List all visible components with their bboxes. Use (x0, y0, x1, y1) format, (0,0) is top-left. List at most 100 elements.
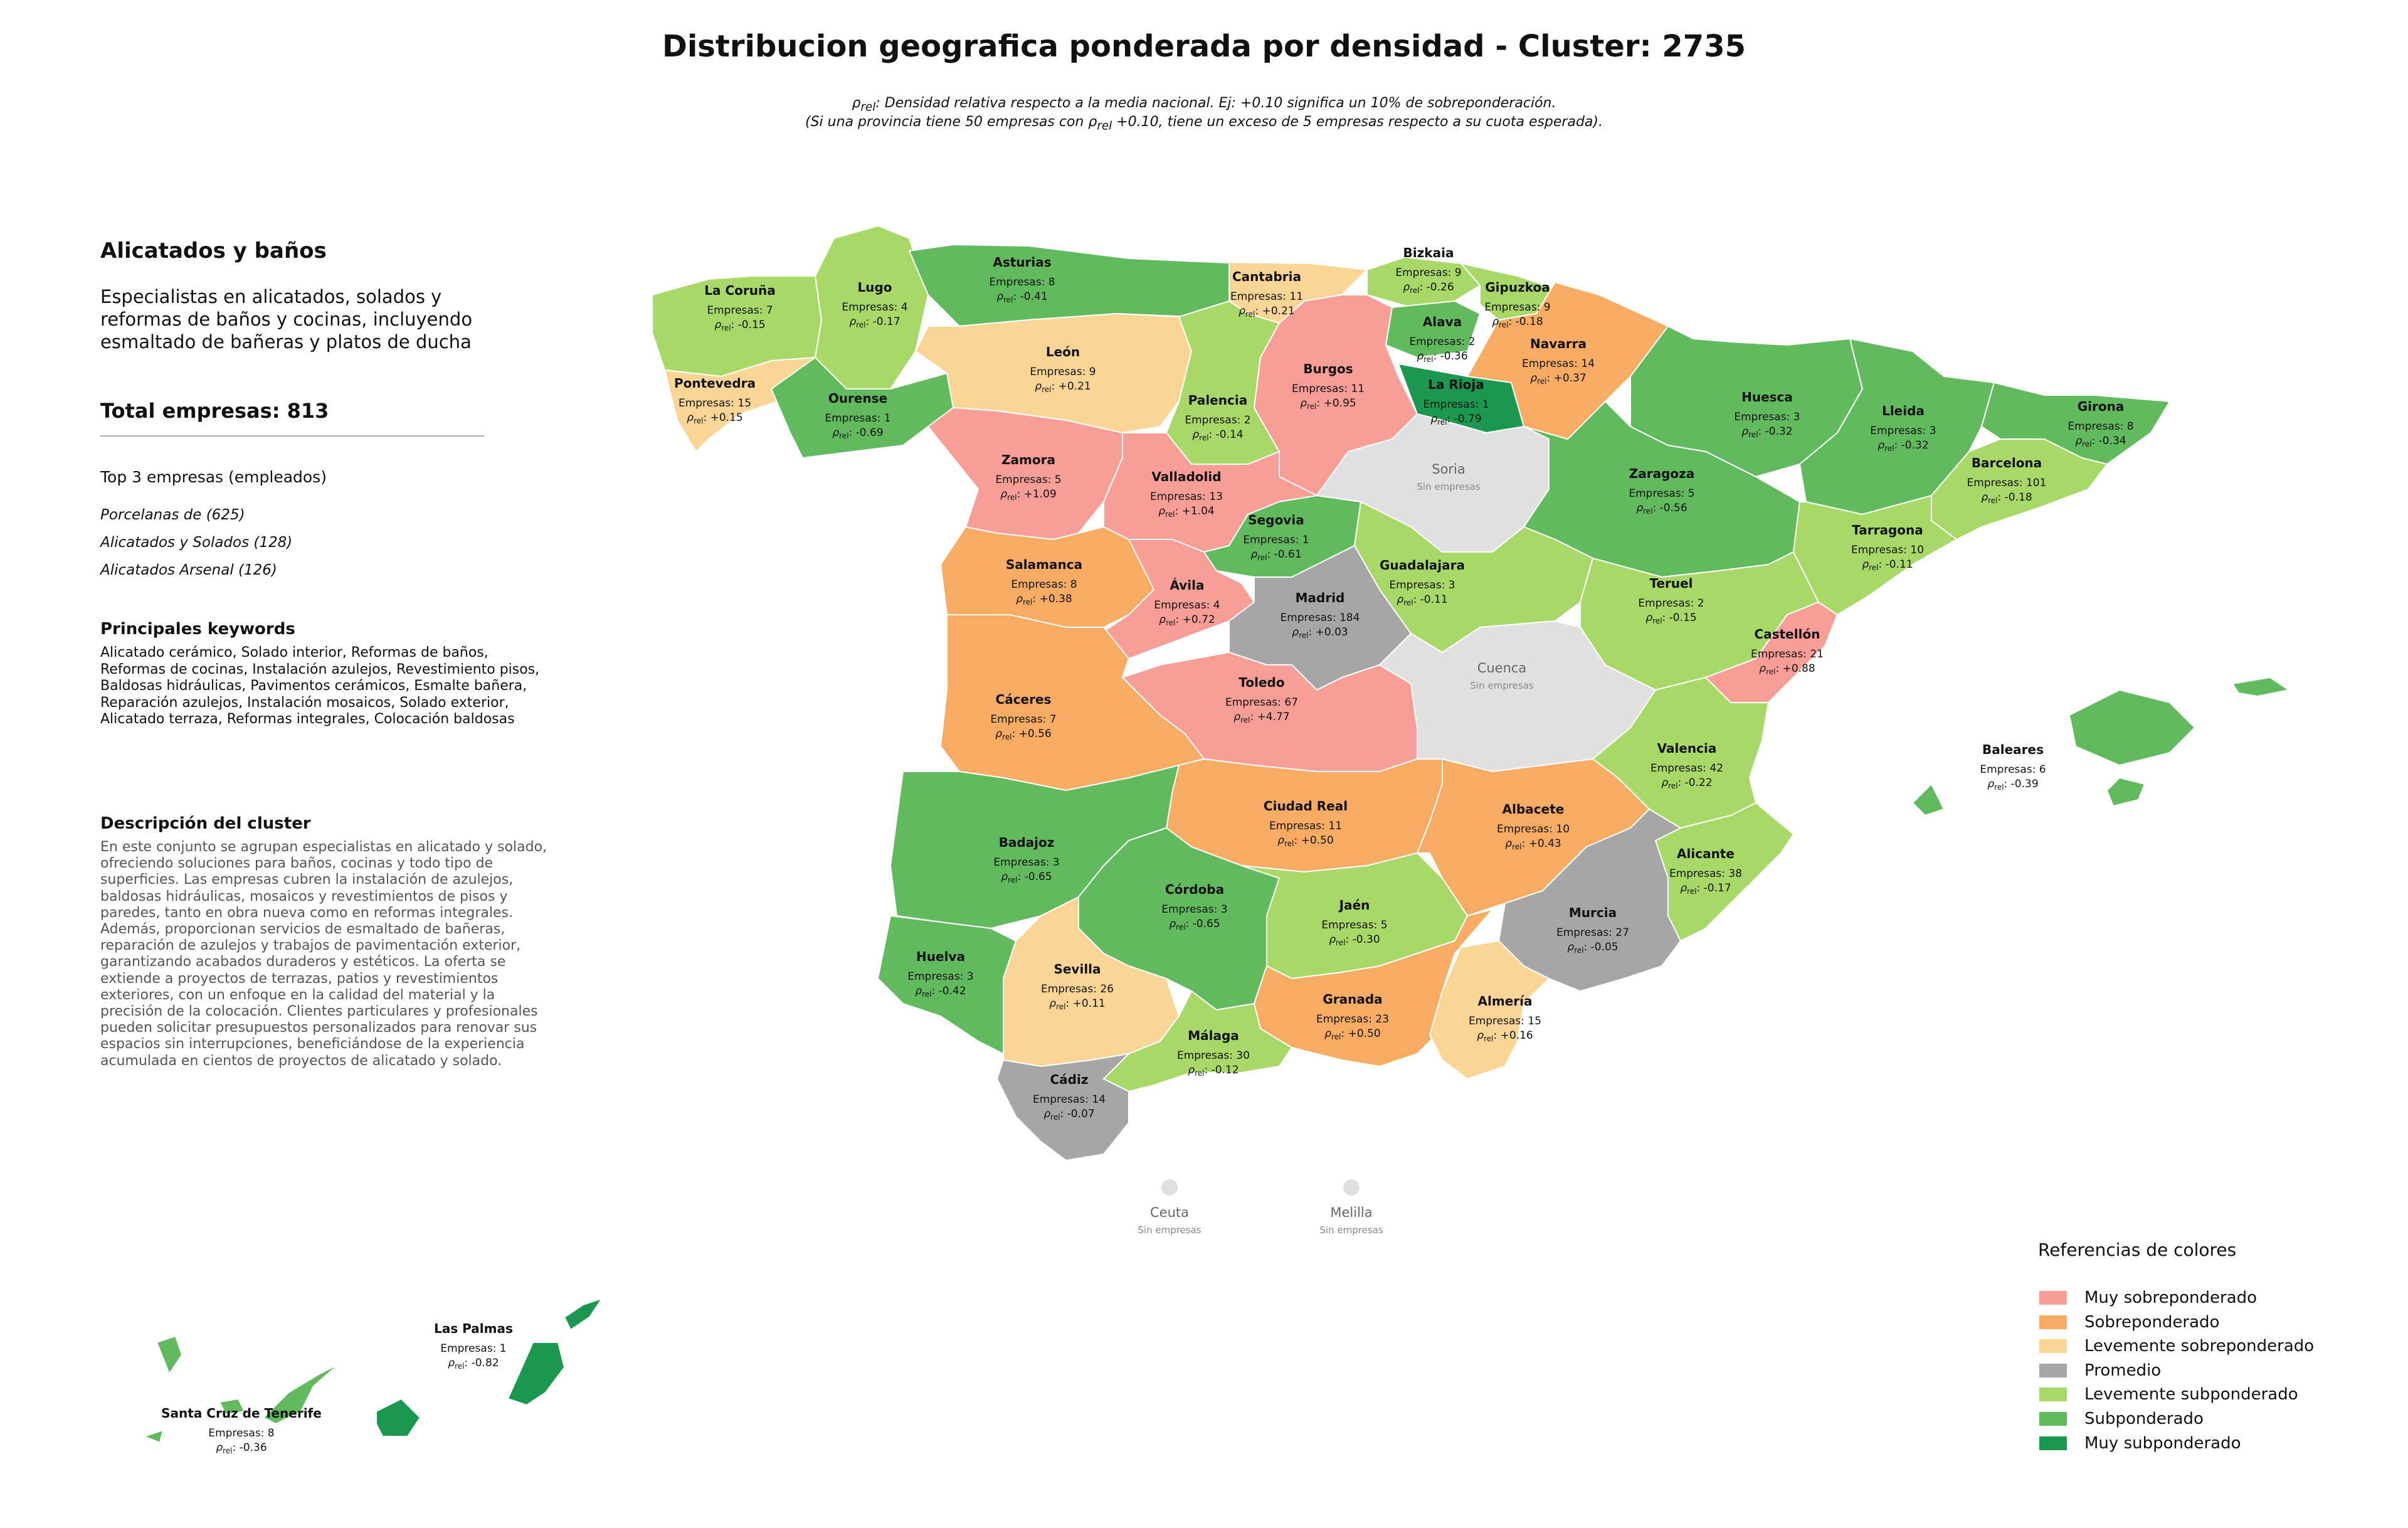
province-santa-cruz-de-tenerife-island (218, 1398, 246, 1416)
province-count-label: Empresas: 8 (989, 276, 1055, 289)
province-name-label: Jaén (1338, 898, 1370, 913)
province-rho-label: ρrel: -0.17 (1680, 882, 1731, 896)
province-las-palmas-island (376, 1398, 421, 1437)
province-melilla (1343, 1179, 1360, 1196)
province-rho-label: ρrel: -0.36 (216, 1441, 267, 1455)
province-rho-label: ρrel: -0.42 (915, 985, 966, 999)
province-name-label: Navarra (1530, 336, 1587, 351)
province-name-label: Zaragoza (1629, 466, 1695, 481)
province-baleares-island (2106, 777, 2146, 807)
province-count-label: Empresas: 9 (1395, 267, 1461, 279)
province-avila (1090, 539, 1255, 659)
province-rho-label: ρrel: +0.21 (1035, 380, 1090, 394)
province-count-label: Empresas: 2 (1409, 336, 1475, 348)
province-no-data-label: Sin empresas (1138, 1224, 1201, 1236)
province-rho-label: ρrel: -0.82 (448, 1357, 499, 1371)
province-rho-label: ρrel: -0.34 (2075, 435, 2126, 448)
province-count-label: Empresas: 8 (2067, 420, 2133, 433)
note-text-2: (Si una provincia tiene 50 empresas con … (805, 114, 1603, 133)
province-count-label: Empresas: 7 (990, 713, 1056, 726)
province-name-label: Ciudad Real (1264, 798, 1348, 814)
province-count-label: Empresas: 5 (1629, 487, 1694, 500)
province-name-label: Castellón (1755, 627, 1820, 642)
province-count-label: Empresas: 3 (907, 970, 973, 983)
province-rho-label: ρrel: +0.56 (995, 728, 1051, 741)
province-count-label: Empresas: 6 (1980, 763, 2046, 776)
province-rho-label: ρrel: -0.61 (1250, 548, 1301, 562)
province-name-label: Cádiz (1050, 1072, 1089, 1087)
province-rho-label: ρrel: +0.72 (1159, 613, 1215, 627)
province-rho-label: ρrel: -0.69 (832, 427, 883, 440)
province-name-label: Murcia (1569, 905, 1617, 920)
province-rho-label: ρrel: -0.12 (1188, 1064, 1238, 1078)
province-count-label: Empresas: 9 (1030, 366, 1096, 378)
province-rho-label: ρrel: -0.36 (1417, 350, 1467, 364)
province-name-label: Santa Cruz de Tenerife (161, 1406, 322, 1421)
province-name-label: Ourense (828, 391, 887, 406)
province-rho-label: ρrel: +0.50 (1277, 834, 1333, 848)
province-count-label: Empresas: 11 (1269, 820, 1342, 832)
province-count-label: Empresas: 26 (1041, 983, 1114, 995)
province-malaga (1102, 990, 1293, 1093)
province-count-label: Empresas: 15 (1469, 1015, 1541, 1027)
divider (100, 435, 484, 437)
province-count-label: Empresas: 38 (1669, 867, 1742, 880)
province-name-label: Málaga (1188, 1028, 1239, 1043)
province-rho-label: ρrel: -0.05 (1567, 941, 1618, 955)
province-rho-label: ρrel: +0.21 (1238, 305, 1294, 319)
province-name-label: Alava (1423, 314, 1462, 329)
province-murcia (1497, 808, 1682, 992)
province-name-label: Valencia (1657, 741, 1717, 756)
province-name-label: Granada (1323, 992, 1382, 1007)
province-name-label: Soria (1432, 462, 1465, 477)
province-cadiz (996, 1053, 1131, 1162)
province-name-label: Teruel (1649, 576, 1692, 591)
keywords-list: Alicatado cerámico, Solado interior, Ref… (100, 645, 540, 727)
province-rho-label: ρrel: +0.50 (1324, 1027, 1380, 1041)
province-count-label: Empresas: 8 (208, 1427, 274, 1440)
province-santa-cruz-de-tenerife-island (156, 1335, 183, 1376)
province-count-label: Empresas: 5 (1321, 919, 1387, 931)
province-count-label: Empresas: 15 (679, 397, 751, 410)
province-las-palmas-island (563, 1297, 604, 1331)
province-rho-label: ρrel: +4.77 (1233, 711, 1289, 724)
province-count-label: Empresas: 5 (995, 474, 1061, 486)
province-rho-label: ρrel: +0.11 (1049, 997, 1105, 1011)
province-name-label: Lugo (857, 280, 892, 295)
province-name-label: Barcelona (1972, 455, 2042, 470)
province-count-label: Empresas: 184 (1281, 612, 1360, 624)
province-name-label: Huesca (1741, 390, 1793, 405)
description-title: Descripción del cluster (100, 814, 311, 833)
province-rho-label: ρrel: +0.43 (1505, 837, 1561, 851)
note-rho-symbol: ρ (852, 95, 861, 111)
province-count-label: Empresas: 3 (1734, 411, 1800, 423)
province-name-label: Cantabria (1232, 269, 1301, 284)
legend-swatch (2039, 1412, 2067, 1426)
province-rho-label: ρrel: +0.38 (1016, 593, 1072, 607)
province-rho-label: ρrel: +0.95 (1300, 397, 1356, 411)
province-rho-label: ρrel: -0.56 (1636, 502, 1687, 516)
province-count-label: Empresas: 11 (1230, 290, 1303, 303)
province-name-label: Ávila (1170, 578, 1204, 593)
cluster-name: Alicatados y baños (100, 238, 327, 263)
province-count-label: Empresas: 1 (1423, 398, 1489, 411)
province-rho-label: ρrel: +0.15 (687, 411, 742, 425)
province-name-label: Las Palmas (434, 1321, 513, 1336)
province-rho-label: ρrel: +0.03 (1292, 626, 1348, 640)
legend-swatch (2039, 1339, 2067, 1354)
province-name-label: Burgos (1303, 361, 1353, 376)
province-count-label: Empresas: 101 (1967, 477, 2047, 489)
province-count-label: Empresas: 10 (1497, 823, 1570, 836)
province-rho-label: ρrel: -0.32 (1741, 425, 1792, 439)
province-name-label: Guadalajara (1380, 558, 1465, 573)
province-baleares-island (1911, 783, 1945, 817)
legend-title: Referencias de colores (2038, 1239, 2237, 1260)
keywords-title: Principales keywords (100, 620, 295, 639)
province-count-label: Empresas: 30 (1177, 1049, 1250, 1062)
note-line-1: ρrel: Densidad relativa respecto a la me… (0, 95, 2408, 114)
province-count-label: Empresas: 3 (1389, 579, 1455, 592)
province-name-label: Madrid (1296, 590, 1345, 605)
legend-label: Promedio (2084, 1361, 2162, 1380)
province-name-label: La Rioja (1428, 377, 1484, 392)
province-count-label: Empresas: 21 (1751, 648, 1824, 661)
